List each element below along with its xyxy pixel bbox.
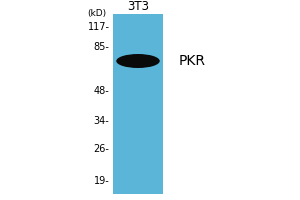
Text: (kD): (kD) <box>87 9 106 18</box>
Ellipse shape <box>116 54 160 68</box>
Text: 26-: 26- <box>94 144 109 154</box>
Text: 117-: 117- <box>88 22 110 32</box>
Text: 85-: 85- <box>94 42 109 52</box>
Text: PKR: PKR <box>178 54 206 68</box>
FancyBboxPatch shape <box>113 14 163 194</box>
Text: 34-: 34- <box>94 116 109 126</box>
Text: 48-: 48- <box>94 86 109 96</box>
Text: 3T3: 3T3 <box>127 0 149 13</box>
Text: 19-: 19- <box>94 176 109 186</box>
